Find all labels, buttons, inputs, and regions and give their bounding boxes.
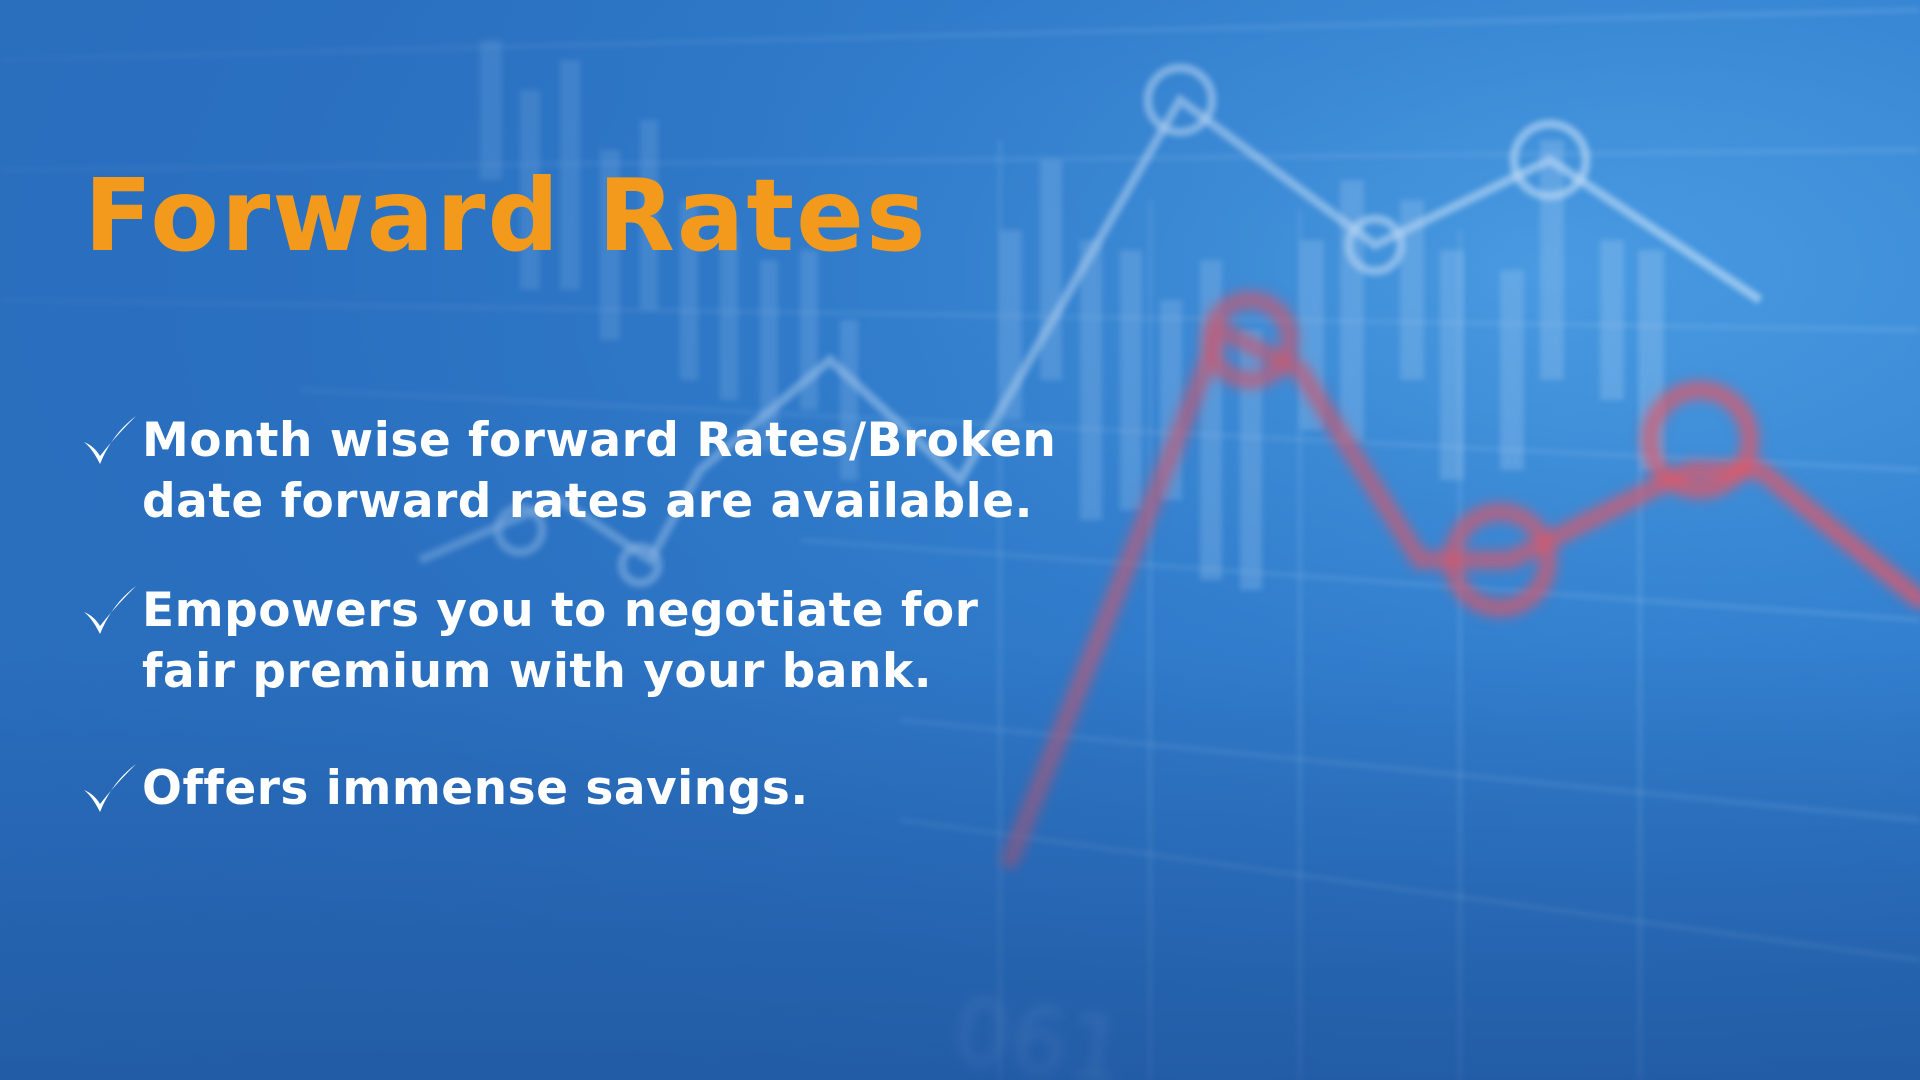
bullet-item: Empowers you to negotiate for fair premi… [80, 580, 1080, 702]
bullet-text: Month wise forward Rates/Broken date for… [140, 410, 1056, 532]
bullet-text: Empowers you to negotiate for fair premi… [140, 580, 978, 702]
bullet-item: Month wise forward Rates/Broken date for… [80, 410, 1080, 532]
bullet-line: Month wise forward Rates/Broken [142, 413, 1057, 468]
bullet-line: fair premium with your bank. [142, 644, 933, 699]
bullet-line: Offers immense savings. [142, 761, 809, 816]
bullet-line: date forward rates are available. [142, 474, 1034, 529]
bullet-text: Offers immense savings. [140, 758, 809, 819]
slide-title: Forward Rates [84, 157, 928, 274]
bullet-item: Offers immense savings. [80, 758, 1080, 820]
bullet-line: Empowers you to negotiate for [142, 583, 979, 638]
checkmark-icon [84, 586, 136, 634]
checkmark-icon [84, 416, 136, 464]
checkmark-icon [84, 764, 136, 812]
bullet-list: Month wise forward Rates/Broken date for… [80, 410, 1080, 868]
